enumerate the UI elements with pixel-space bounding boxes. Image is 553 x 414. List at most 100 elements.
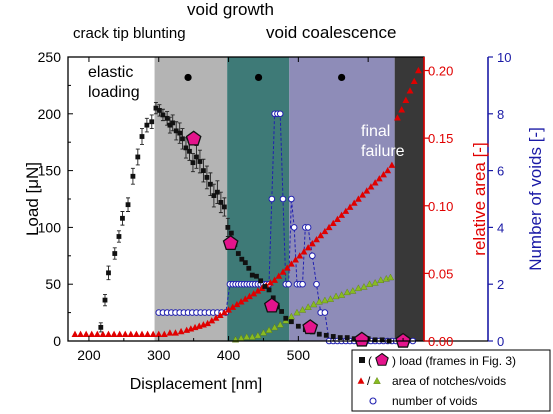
x-tick-label-2: 400 (217, 347, 241, 363)
legend-paren-open: ( (368, 354, 372, 368)
notch-point-45 (287, 260, 295, 267)
notch-point-44 (283, 264, 291, 271)
notch-point-70 (394, 114, 401, 121)
notch-point-53 (321, 227, 329, 235)
void-area-point-24 (365, 280, 374, 287)
void-area-point-16 (321, 296, 329, 304)
region-1 (227, 57, 290, 341)
load-point-41 (254, 273, 259, 279)
void-area-point-5 (259, 329, 268, 336)
notch-point-38 (258, 284, 266, 291)
notch-point-11 (132, 330, 140, 337)
notch-point-14 (149, 330, 157, 337)
notch-point-46 (292, 256, 299, 263)
void-area-point-3 (248, 333, 256, 340)
load-point-21 (183, 145, 189, 151)
notch-point-29 (220, 309, 228, 316)
load-point-20 (180, 136, 185, 142)
y-tick-label-1: 50 (45, 276, 61, 292)
notch-point-17 (166, 329, 174, 336)
load-point-28 (208, 181, 213, 187)
load-point-23 (190, 160, 196, 166)
frame-point-2 (263, 297, 280, 313)
load-point-34 (228, 230, 234, 236)
load-point-12 (153, 105, 159, 111)
notch-point-47 (296, 252, 304, 259)
legend-void-triangle (373, 376, 381, 384)
void-area-point-13 (304, 303, 312, 310)
notch-point-55 (329, 219, 337, 227)
load-point-5 (120, 215, 125, 221)
void-area-point-17 (326, 295, 335, 302)
load-point-8 (135, 154, 141, 160)
load-point-37 (239, 256, 245, 262)
notch-point-48 (300, 248, 308, 255)
void-area-point-23 (360, 283, 368, 290)
notch-point-58 (342, 207, 350, 214)
notch-point-34 (241, 295, 249, 302)
void-area-point-18 (332, 292, 340, 300)
frame-point-1 (222, 234, 239, 251)
load-point-0 (98, 324, 104, 330)
load-point-1 (102, 297, 108, 303)
notch-point-33 (237, 298, 245, 305)
notch-point-75 (414, 66, 422, 74)
notch-point-66 (375, 175, 383, 182)
notch-point-73 (406, 87, 414, 94)
notch-point-32 (233, 300, 241, 308)
notch-point-7 (110, 330, 118, 337)
void-area-point-22 (354, 284, 362, 292)
y-axis-label-left: Load [μN] (23, 162, 42, 236)
voids-point-49 (321, 309, 329, 316)
load-point-57 (344, 335, 350, 340)
voids-point-36 (279, 195, 287, 203)
voids-point-38 (285, 280, 292, 288)
notch-point-64 (367, 183, 375, 190)
load-point-31 (218, 200, 224, 205)
load-point-27 (204, 175, 210, 180)
load-point-14 (160, 112, 166, 118)
load-point-4 (116, 234, 122, 239)
load-point-56 (337, 335, 343, 340)
notch-point-61 (354, 195, 362, 202)
notch-point-43 (279, 268, 287, 275)
annotation-final: final (361, 123, 390, 140)
r1-tick-label-1: 0.05 (428, 266, 453, 281)
load-point-2 (106, 270, 111, 276)
load-point-26 (201, 168, 206, 173)
void-area-point-6 (265, 326, 273, 333)
void-area-point-12 (298, 306, 307, 313)
y-tick-label-2: 100 (38, 219, 62, 235)
notch-point-3 (88, 330, 96, 337)
r2-tick-label-1: 2 (497, 277, 504, 292)
load-point-47 (279, 309, 284, 314)
region-marker-1 (254, 73, 263, 82)
notch-point-56 (334, 215, 341, 222)
notch-point-27 (212, 314, 220, 321)
annotation-failure: failure (361, 143, 405, 160)
load-point-18 (173, 128, 179, 134)
notch-point-62 (359, 191, 366, 198)
legend-slash: / (367, 374, 371, 388)
void-area-point-26 (377, 276, 385, 283)
void-area-point-20 (343, 288, 351, 296)
void-area-point-10 (287, 312, 295, 320)
notch-point-67 (380, 171, 387, 178)
notch-point-16 (160, 330, 168, 337)
notch-point-9 (121, 330, 129, 337)
notch-point-51 (313, 235, 320, 243)
load-point-39 (246, 265, 252, 271)
void-area-point-19 (338, 291, 346, 298)
notch-point-30 (225, 306, 232, 313)
legend-frame-pentagon (375, 352, 389, 366)
notch-point-28 (216, 311, 224, 319)
notch-point-5 (99, 330, 107, 337)
notch-point-8 (116, 330, 124, 337)
y-tick-label-3: 150 (38, 163, 62, 179)
r1-tick-label-4: 0.20 (428, 64, 453, 79)
notch-point-19 (177, 327, 185, 335)
notch-point-42 (275, 272, 283, 279)
notch-point-18 (172, 329, 179, 336)
load-point-43 (262, 284, 268, 289)
